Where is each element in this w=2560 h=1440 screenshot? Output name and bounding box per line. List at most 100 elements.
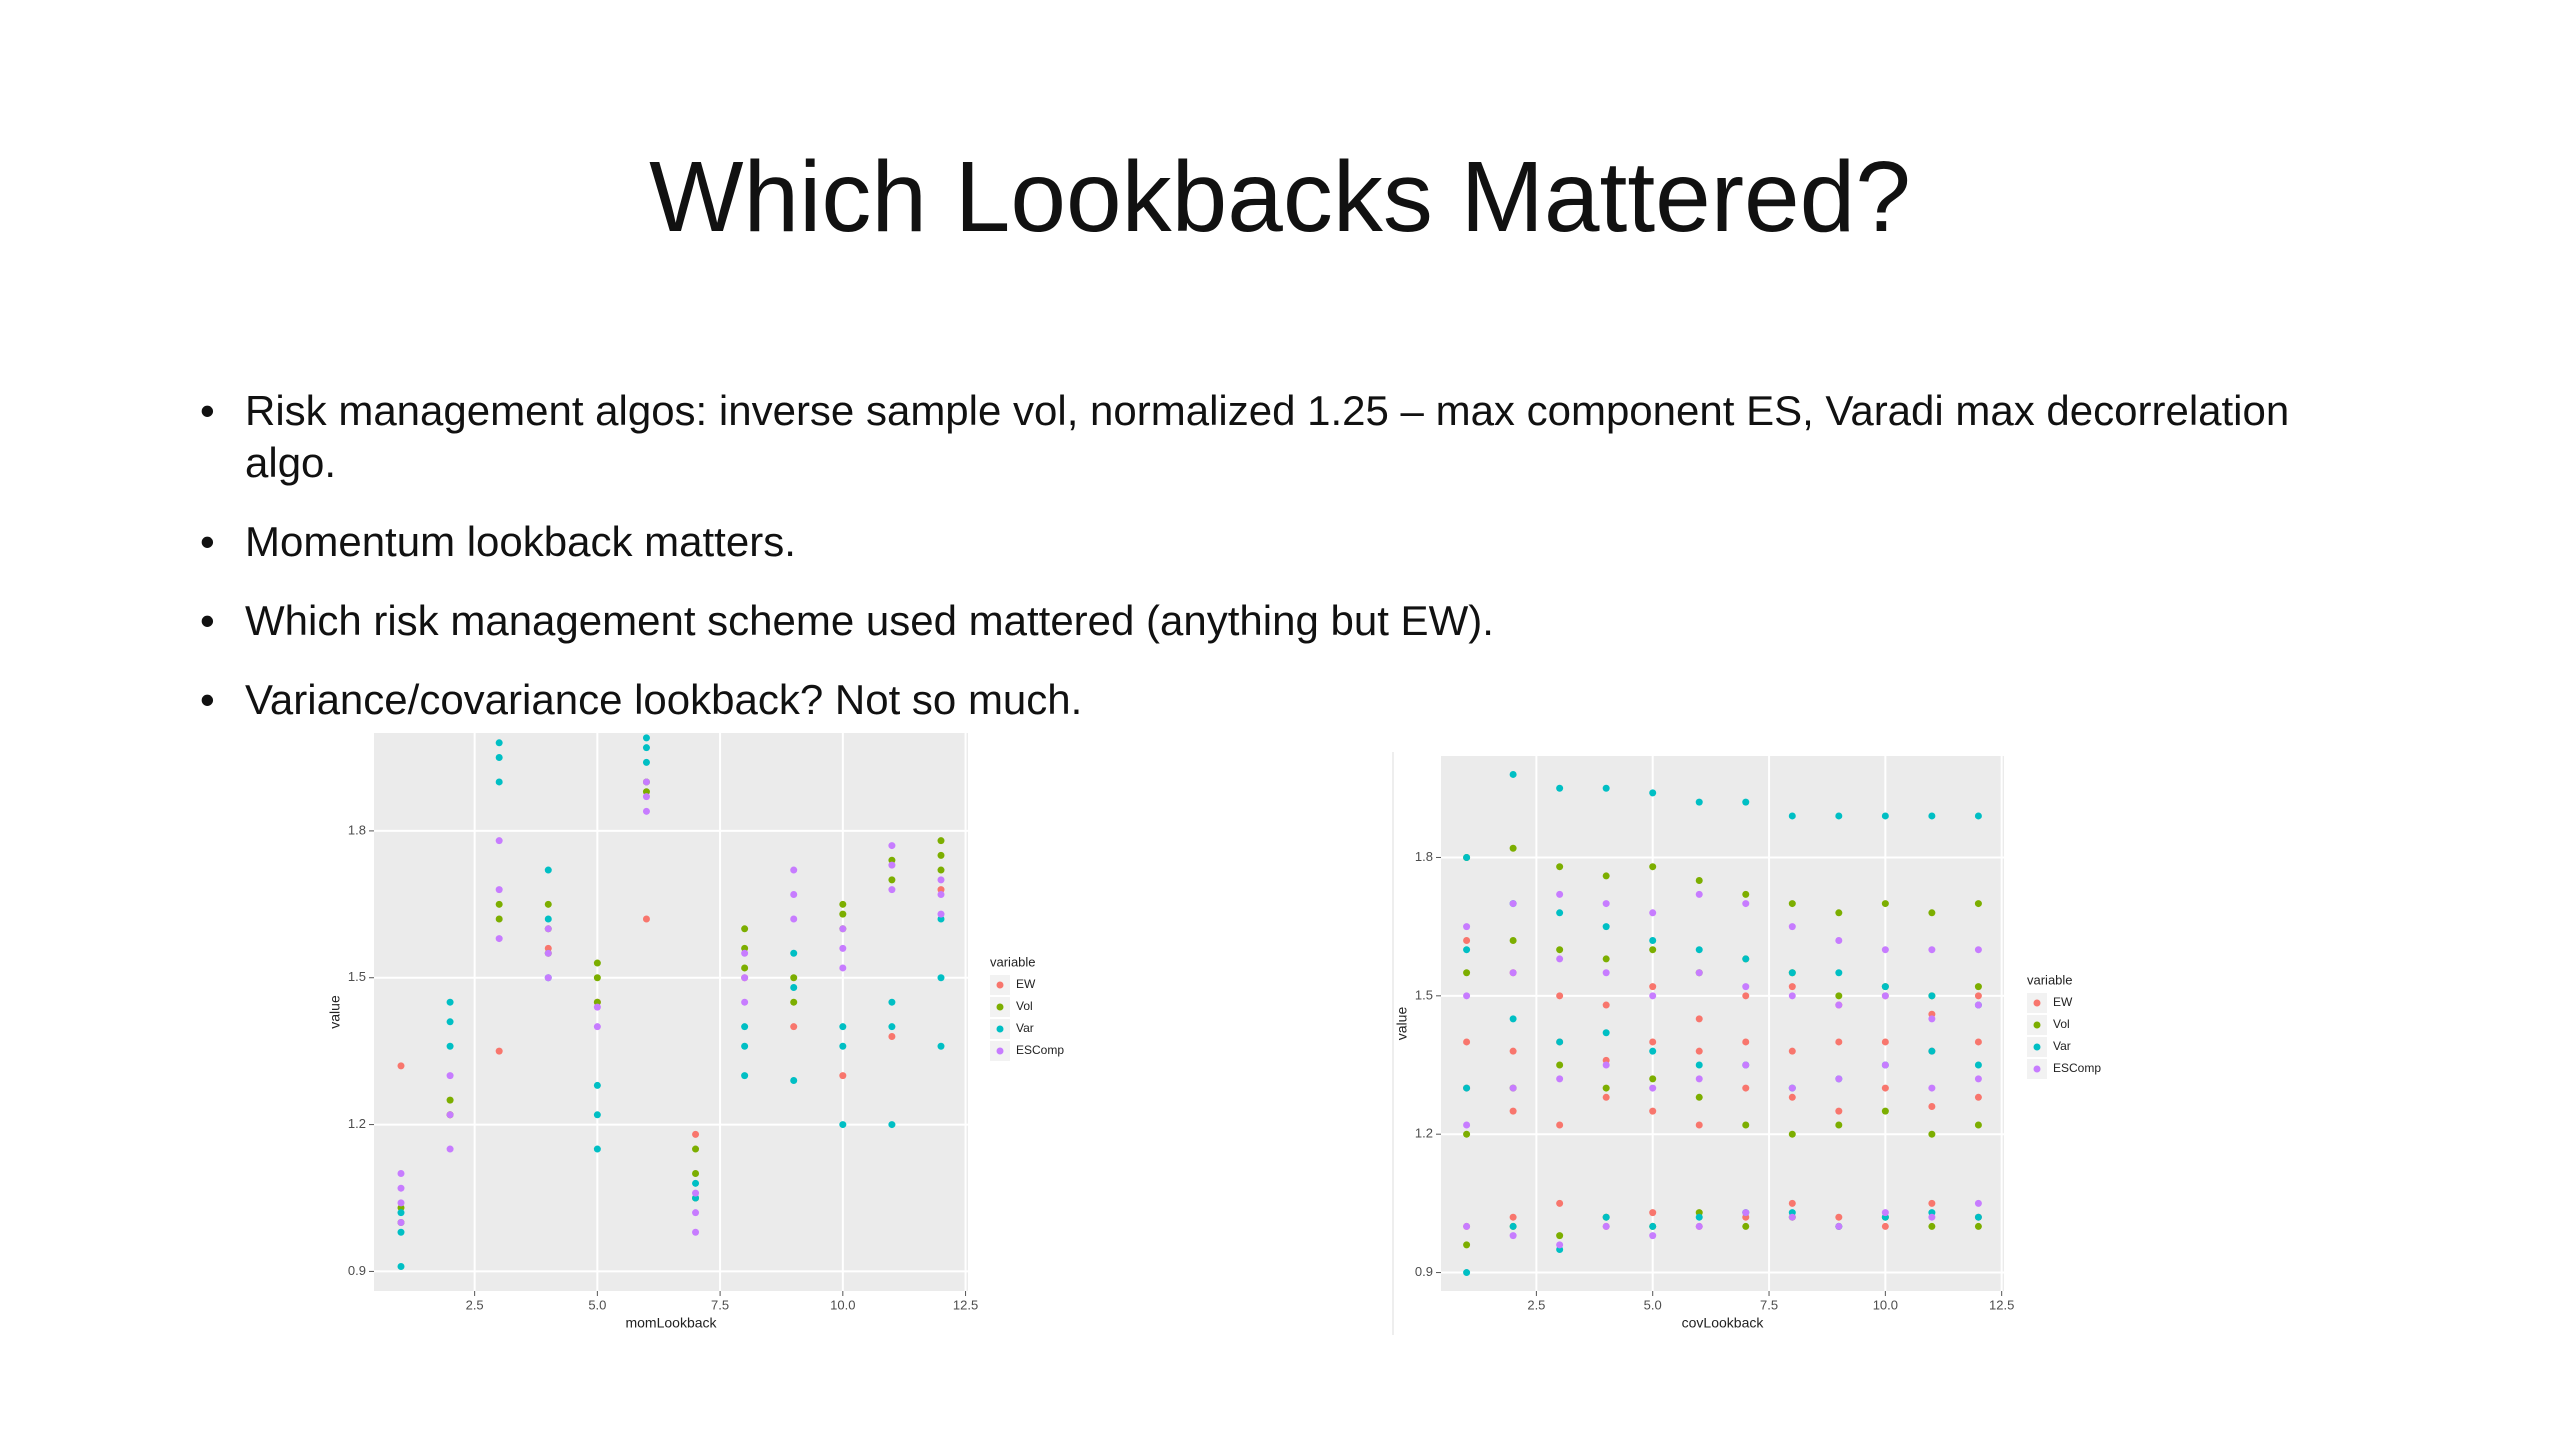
data-point [1649,863,1657,871]
y-tick-label: 1.8 [348,822,366,837]
data-point [1463,1222,1471,1230]
data-point [446,998,454,1006]
data-point [1556,784,1564,792]
data-point [593,959,601,967]
data-point [839,1072,847,1080]
data-point [446,1072,454,1080]
legend-swatch [996,1047,1004,1055]
data-point [593,1081,601,1089]
data-point [1881,1222,1889,1230]
data-point [1695,946,1703,954]
data-point [1556,955,1564,963]
data-point [1788,1047,1796,1055]
legend-swatch [2033,999,2041,1007]
data-point [937,1042,945,1050]
data-point [1602,969,1610,977]
data-point [544,944,552,952]
x-tick-label: 2.5 [1527,1297,1545,1312]
data-point [1835,1121,1843,1129]
data-point [1974,1038,1982,1046]
data-point [1509,844,1517,852]
data-point [1602,923,1610,931]
y-tick-label: 1.5 [348,969,366,984]
x-tick-label: 12.5 [953,1297,978,1312]
data-point [1556,909,1564,917]
data-point [1881,1061,1889,1069]
y-axis-title: value [1394,1007,1410,1041]
data-point [1881,1038,1889,1046]
data-point [446,1111,454,1119]
data-point [642,744,650,752]
data-point [1742,1061,1750,1069]
data-point [495,1047,503,1055]
data-point [1695,877,1703,885]
data-point [741,1072,749,1080]
data-point [1556,1038,1564,1046]
data-point [1788,1084,1796,1092]
data-point [1463,1084,1471,1092]
data-point [1602,1061,1610,1069]
data-point [642,778,650,786]
data-point [1742,900,1750,908]
data-point [888,886,896,894]
data-point [937,876,945,884]
data-point [839,1023,847,1031]
data-point [1788,812,1796,820]
data-point [1974,1121,1982,1129]
data-point [1928,1047,1936,1055]
legend-swatch [2033,1065,2041,1073]
legend-swatch [2033,1043,2041,1051]
data-point [1602,1093,1610,1101]
legend-swatch [996,1003,1004,1011]
data-point [1835,1107,1843,1115]
data-point [1928,946,1936,954]
data-point [1835,1075,1843,1083]
data-point [1509,1222,1517,1230]
data-point [1788,1199,1796,1207]
data-point [839,1042,847,1050]
data-point [888,861,896,869]
data-point [1788,923,1796,931]
data-point [1463,1269,1471,1277]
data-point [1649,1222,1657,1230]
data-point [1649,983,1657,991]
data-point [1463,969,1471,977]
data-point [741,998,749,1006]
data-point [1835,969,1843,977]
data-point [937,886,945,894]
data-point [888,876,896,884]
data-point [790,998,798,1006]
data-point [1928,1222,1936,1230]
data-point [446,1096,454,1104]
data-point [1835,936,1843,944]
data-point [1928,1015,1936,1023]
data-point [790,891,798,899]
data-point [1649,1047,1657,1055]
data-point [1463,992,1471,1000]
data-point [1742,1222,1750,1230]
data-point [1742,983,1750,991]
data-point [1742,1209,1750,1217]
bullet: Variance/covariance lookback? Not so muc… [200,674,2390,726]
y-tick-label: 1.2 [348,1116,366,1131]
data-point [1788,900,1796,908]
x-tick-label: 5.0 [588,1297,606,1312]
data-point [1556,890,1564,898]
legend-label: EW [1016,977,1036,991]
data-point [1649,1075,1657,1083]
legend-label: Var [2053,1039,2071,1053]
data-point [642,807,650,815]
y-tick-label: 1.8 [1415,849,1433,864]
data-point [741,949,749,957]
data-point [1974,983,1982,991]
data-point [495,739,503,747]
data-point [692,1130,700,1138]
data-point [1695,890,1703,898]
x-tick-label: 5.0 [1644,1297,1662,1312]
data-point [1509,1213,1517,1221]
legend-label: Vol [1016,999,1033,1013]
data-point [544,900,552,908]
data-point [544,866,552,874]
data-point [1509,969,1517,977]
